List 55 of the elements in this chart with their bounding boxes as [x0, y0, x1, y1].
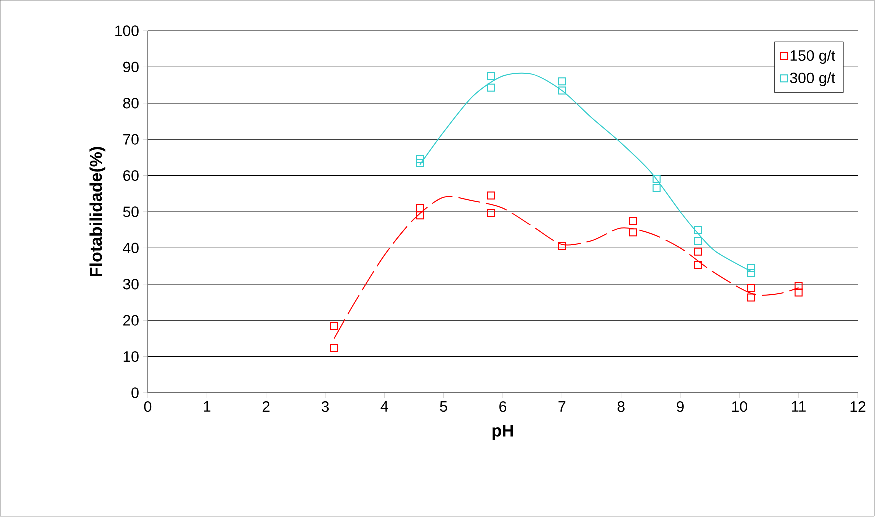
point: [416, 156, 424, 164]
point: [416, 212, 424, 220]
y-tick-label: 0: [132, 388, 139, 398]
point: [416, 159, 424, 168]
legend-label: 300 g/t: [790, 72, 836, 86]
y-tick-label: 40: [123, 242, 139, 254]
x-tick-label: 2: [262, 402, 270, 412]
x-tick-label: 3: [322, 402, 330, 412]
point: [629, 217, 638, 226]
point: [794, 282, 803, 290]
x-tick-label: 0: [144, 402, 152, 412]
y-tick-label: 30: [123, 279, 139, 290]
x-tick-label: 4: [380, 402, 388, 412]
point: [748, 284, 756, 292]
point: [694, 236, 702, 245]
point: [558, 78, 566, 86]
x-tick-label: 7: [558, 402, 566, 412]
point: [330, 344, 338, 352]
y-tick-label: 100: [116, 26, 139, 36]
point: [416, 204, 424, 212]
x-tick-label: 10: [732, 402, 748, 412]
x-tick-label: 8: [618, 402, 625, 412]
point: [694, 261, 702, 270]
point: [558, 242, 566, 250]
x-tick-label: 6: [500, 402, 507, 412]
point: [558, 86, 566, 95]
point: [487, 84, 496, 92]
x-tick-label: 9: [677, 402, 684, 412]
point: [794, 288, 803, 297]
point: [487, 192, 496, 200]
point: [694, 248, 702, 256]
point: [652, 184, 661, 192]
point: [748, 294, 756, 302]
point: [487, 209, 496, 218]
point: [629, 228, 638, 237]
x-tick-label: 5: [440, 402, 448, 412]
point: [652, 175, 661, 184]
x-tick-label: 12: [850, 402, 866, 412]
y-tick-label: 60: [124, 170, 139, 182]
y-tick-label: 50: [123, 206, 139, 218]
x-tick-label: 11: [792, 402, 806, 412]
y-tick-label: 10: [124, 351, 139, 362]
y-tick-label: 80: [123, 98, 139, 109]
point: [330, 322, 338, 330]
point: [694, 226, 702, 234]
y-axis-title: Flotabilidade(%): [90, 147, 106, 276]
point: [487, 72, 496, 80]
y-tick-label: 70: [124, 134, 139, 145]
line-series: [334, 196, 800, 340]
x-tick-label: 1: [204, 402, 211, 412]
x-axis-title: pH: [492, 425, 514, 440]
point: [748, 264, 756, 272]
legend-label: 150 g/t: [790, 50, 836, 64]
y-tick-label: 90: [123, 62, 139, 72]
y-tick-label: 20: [124, 315, 139, 326]
